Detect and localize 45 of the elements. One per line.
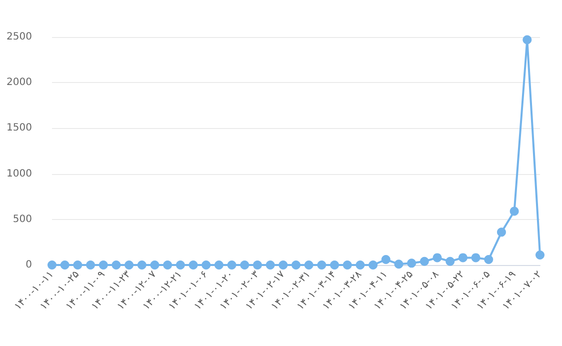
point: [163, 260, 172, 270]
point: [60, 260, 70, 270]
point: [510, 206, 519, 216]
point: [381, 255, 390, 264]
point: [496, 228, 506, 237]
point: [317, 260, 326, 270]
point: [368, 260, 378, 270]
point: [522, 35, 532, 44]
point: [98, 260, 108, 270]
point: [342, 260, 352, 270]
point: [86, 260, 96, 270]
point: [471, 253, 480, 262]
point: [112, 260, 121, 270]
point: [446, 256, 455, 266]
point: [407, 258, 416, 268]
point: [188, 260, 198, 270]
point: [356, 260, 365, 270]
point: [420, 256, 429, 266]
point: [48, 260, 56, 270]
y-tick-label: 1500: [6, 122, 32, 134]
y-tick-label: 500: [12, 214, 32, 225]
point: [240, 260, 250, 270]
y-tick-label: 2500: [6, 32, 32, 42]
point: [73, 260, 82, 270]
point: [394, 260, 404, 269]
point: [292, 260, 300, 270]
point: [432, 253, 442, 262]
point: [137, 260, 146, 270]
point: [278, 260, 288, 270]
point: [484, 255, 494, 264]
point: [202, 260, 211, 270]
point: [227, 260, 236, 270]
point: [176, 260, 185, 270]
point: [214, 260, 224, 270]
y-tick-label: 0: [26, 260, 32, 270]
point: [536, 250, 544, 260]
y-tick-label: 2000: [6, 77, 32, 88]
point: [150, 260, 160, 270]
y-tick-label: 1000: [6, 168, 32, 180]
point: [124, 260, 134, 270]
point: [330, 260, 340, 270]
point: [252, 260, 262, 270]
point: [304, 260, 314, 270]
point: [266, 260, 275, 270]
point: [458, 253, 468, 262]
